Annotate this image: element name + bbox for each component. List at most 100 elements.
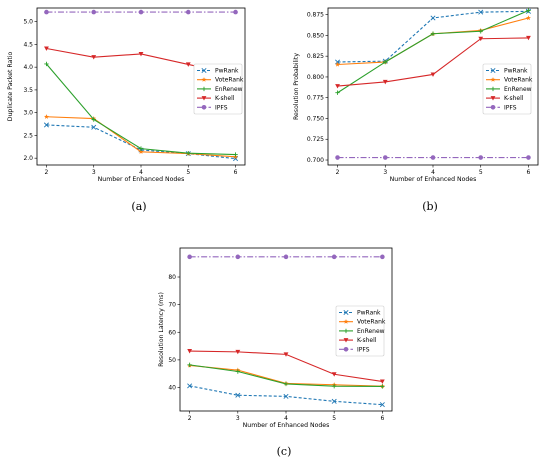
data-point (43, 122, 49, 128)
legend-label: EnRenew (504, 86, 532, 93)
legend-marker (343, 338, 349, 343)
data-point (235, 254, 241, 260)
legend-label: PwRank (504, 68, 528, 75)
legend-marker (490, 86, 496, 92)
data-point (335, 90, 340, 95)
legend-marker (201, 77, 207, 82)
legend-label: EnRenew (357, 328, 385, 335)
legend-marker (343, 319, 349, 324)
x-axis-label: Number of Enhanced Nodes (243, 422, 330, 429)
x-axis-label: Number of Enhanced Nodes (98, 176, 185, 183)
y-tick-label: 5.0 (23, 19, 33, 26)
data-point (335, 155, 340, 160)
y-tick-label: 0.700 (307, 157, 324, 164)
data-point (331, 254, 337, 260)
x-tick-label: 3 (236, 415, 240, 422)
x-tick-label: 6 (234, 169, 238, 176)
series-line (189, 385, 383, 406)
legend-label: K-shell (504, 95, 524, 102)
data-point (478, 29, 483, 34)
data-point (43, 114, 49, 119)
series-voterank (335, 15, 531, 67)
y-axis-label: Duplicate Packet Ratio (7, 52, 14, 122)
series-pwrank (335, 8, 531, 65)
series-enrenew (44, 61, 238, 157)
data-point (44, 46, 49, 51)
data-point (283, 352, 289, 357)
series-voterank (43, 114, 239, 159)
x-tick-label: 3 (383, 169, 387, 176)
data-point (526, 155, 531, 160)
x-tick-label: 5 (479, 169, 483, 176)
chart-c: 2 3 4 5 6 40 50 60 70 80 Number of Enhanced Nodes R… (158, 247, 393, 458)
legend-label: PwRank (215, 68, 239, 75)
legend-label: K-shell (357, 337, 377, 344)
data-point (478, 36, 484, 42)
data-point (380, 254, 385, 260)
panel-label: (a) (131, 200, 146, 213)
data-point (187, 254, 192, 260)
data-point (430, 155, 436, 160)
legend-marker (490, 96, 496, 101)
x-tick-label: 4 (284, 415, 288, 422)
x-tick-label: 2 (188, 415, 192, 422)
data-point (44, 9, 49, 15)
data-point (44, 61, 49, 67)
data-point (383, 59, 388, 65)
legend: PwRank VoteRank EnRenew K-shell IPFS (193, 63, 244, 115)
y-tick-label: 0.850 (307, 32, 324, 39)
series-line (337, 10, 529, 63)
data-point (235, 392, 241, 398)
x-tick-label: 6 (527, 169, 531, 176)
legend-marker (343, 328, 349, 334)
data-point (283, 381, 289, 387)
legend-marker (490, 67, 496, 74)
series-k-shell (335, 35, 531, 89)
series-enrenew (335, 8, 531, 95)
y-tick-label: 0.825 (307, 53, 324, 60)
data-point (91, 117, 96, 122)
legend-marker (343, 309, 349, 316)
y-tick-label: 0.725 (307, 136, 324, 143)
series-enrenew (187, 362, 385, 389)
legend-label: IPFS (357, 346, 370, 353)
series-ipfs (335, 155, 531, 160)
y-tick-label: 3.0 (23, 110, 33, 117)
data-point (430, 31, 436, 36)
data-point (331, 398, 337, 404)
data-point (233, 9, 238, 15)
legend-marker (201, 105, 207, 110)
data-point (380, 384, 385, 389)
data-point (283, 393, 289, 399)
data-point (235, 369, 241, 374)
data-point (430, 72, 436, 77)
data-point (187, 362, 192, 368)
series-line (337, 17, 529, 66)
data-point (91, 55, 97, 60)
x-tick-label: 5 (186, 169, 190, 176)
data-point (335, 61, 341, 67)
data-point (382, 155, 388, 160)
legend-label: VoteRank (215, 77, 244, 84)
data-point (526, 8, 531, 13)
x-tick-label: 6 (380, 415, 384, 422)
y-tick-label: 70 (168, 302, 176, 309)
y-tick-label: 2.0 (23, 155, 33, 162)
data-point (91, 9, 97, 15)
series-k-shell (187, 349, 385, 384)
y-tick-label: 2.5 (23, 132, 33, 139)
legend: PwRank VoteRank EnRenew K-shell IPFS (335, 305, 386, 357)
legend-label: VoteRank (357, 319, 386, 326)
y-tick-label: 3.5 (23, 87, 33, 94)
legend-marker (490, 77, 496, 82)
data-point (138, 146, 144, 151)
panel-label: (b) (422, 200, 438, 213)
data-point (331, 372, 337, 377)
data-point (185, 9, 191, 15)
legend-label: IPFS (215, 104, 228, 111)
chart-b: 2 3 4 5 6 0.700 0.725 0.750 0.775 0.800 0.825 0.850… (293, 7, 539, 213)
legend-frame (482, 63, 532, 115)
data-point (478, 9, 484, 15)
panel-label: (c) (277, 445, 292, 458)
